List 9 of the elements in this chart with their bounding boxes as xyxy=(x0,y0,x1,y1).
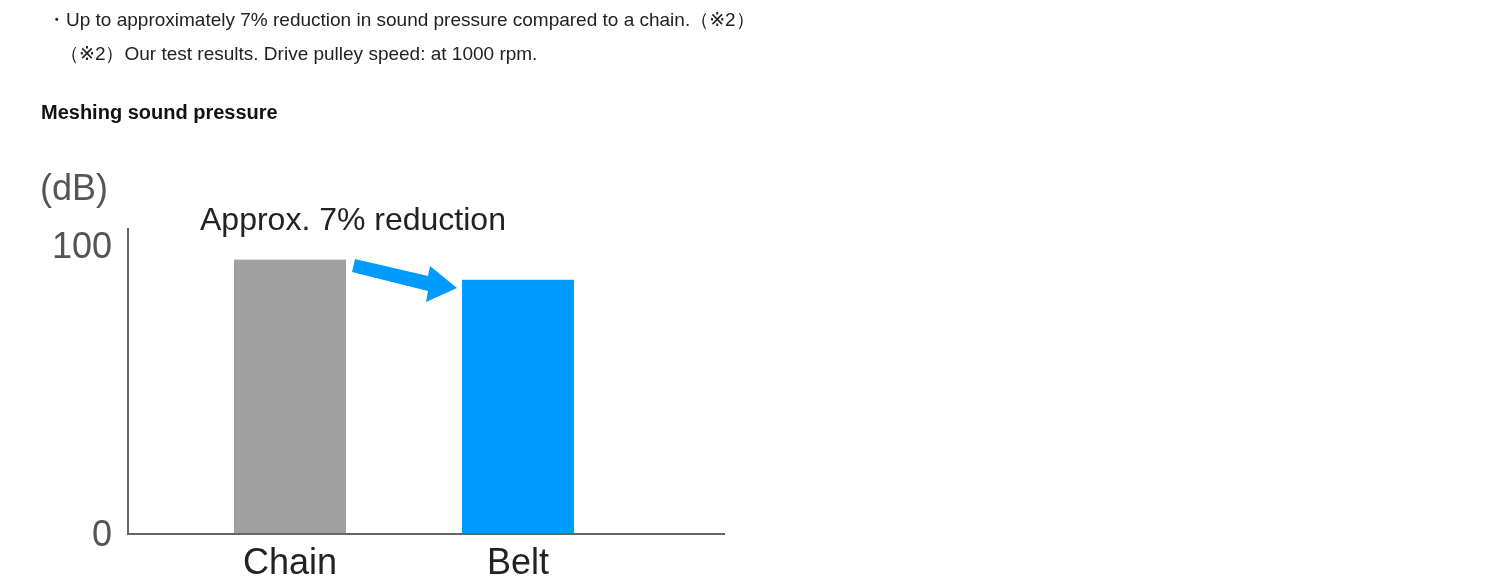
x-tick-label: Belt xyxy=(486,541,550,582)
y-axis-title: (dB) xyxy=(40,167,109,208)
annotation: Approx. 7% reduction xyxy=(200,201,506,237)
y-tick-label: 0 xyxy=(91,512,112,554)
chart-title: Meshing sound pressure xyxy=(41,101,278,123)
text: ・Up to approximately 7% reduction in sound pressure compared to a chain.（※2） xyxy=(47,9,755,30)
y-tick-label: 100 xyxy=(51,224,112,266)
text: （※2）Our test results. Drive pulley speed: at 1000 rpm. xyxy=(60,43,538,64)
x-tick-label: Chain xyxy=(242,541,338,582)
